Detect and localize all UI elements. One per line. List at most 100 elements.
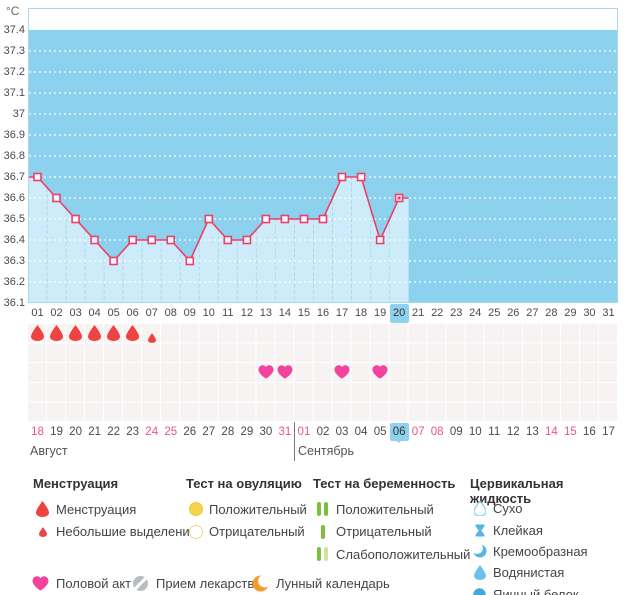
- temp-marker[interactable]: [109, 256, 118, 266]
- legend-item: Кремообразная: [470, 541, 626, 562]
- cycle-day-cell[interactable]: 26: [507, 307, 520, 319]
- date-cell[interactable]: 19: [50, 426, 63, 438]
- cycle-day-cell[interactable]: 10: [202, 307, 215, 319]
- date-cell[interactable]: 07: [411, 426, 425, 438]
- temp-marker[interactable]: [223, 235, 233, 245]
- temp-marker[interactable]: [185, 256, 195, 266]
- date-cell[interactable]: 03: [335, 426, 349, 438]
- month-label-august: Август: [30, 444, 68, 458]
- date-cell[interactable]: 11: [488, 426, 501, 438]
- cycle-day-cell[interactable]: 21: [412, 307, 425, 319]
- date-cell[interactable]: 10: [468, 426, 482, 438]
- cycle-day-cell[interactable]: 24: [469, 307, 482, 319]
- cycle-day-cell[interactable]: 07: [145, 307, 158, 319]
- cycle-day-cell[interactable]: 19: [373, 307, 387, 319]
- temp-marker[interactable]: [261, 214, 271, 224]
- cycle-day-cell[interactable]: 22: [431, 307, 444, 319]
- cycle-day-cell[interactable]: 25: [488, 307, 501, 319]
- date-cell[interactable]: 31: [278, 426, 292, 438]
- date-cell[interactable]: 28: [221, 426, 235, 438]
- temp-marker[interactable]: [147, 235, 156, 245]
- cycle-day-cell[interactable]: 31: [602, 307, 615, 319]
- date-cell[interactable]: 12: [506, 426, 520, 438]
- legend-item-label: Отрицательный: [209, 524, 305, 540]
- y-tick-label: 37.2: [3, 66, 25, 78]
- temp-marker[interactable]: [52, 193, 61, 203]
- temp-marker[interactable]: [71, 214, 80, 224]
- cycle-day-cell[interactable]: 04: [88, 307, 101, 319]
- date-cell[interactable]: 27: [202, 426, 216, 438]
- cycle-day-cell[interactable]: 08: [164, 307, 177, 319]
- temp-marker[interactable]: [375, 235, 385, 245]
- date-cell[interactable]: 14: [544, 426, 558, 438]
- date-cell[interactable]: 29: [240, 426, 254, 438]
- cycle-day-cell[interactable]: 15: [297, 307, 311, 319]
- temp-marker[interactable]: [204, 214, 214, 224]
- menstruation-drop-icon: [88, 325, 102, 346]
- date-cell[interactable]: 23: [126, 426, 140, 438]
- date-cell[interactable]: 08: [430, 426, 444, 438]
- date-cell[interactable]: 04: [354, 426, 368, 438]
- temperature-plot[interactable]: [28, 8, 618, 303]
- date-cell[interactable]: 05: [373, 426, 387, 438]
- cycle-day-cell[interactable]: 05: [107, 307, 120, 319]
- temp-marker[interactable]: [318, 214, 328, 224]
- intercourse-heart-icon: [372, 365, 388, 384]
- date-cell[interactable]: 09: [449, 426, 463, 438]
- cycle-day-cell[interactable]: 18: [354, 307, 368, 319]
- temp-marker[interactable]: [33, 172, 42, 182]
- cycle-day-cell[interactable]: 30: [583, 307, 596, 319]
- temp-marker[interactable]: [128, 235, 137, 245]
- cycle-day-cell[interactable]: 06: [126, 307, 139, 319]
- date-cell[interactable]: 01: [297, 426, 311, 438]
- cycle-day-cell[interactable]: 14: [278, 307, 292, 319]
- circle-yellow-filled-icon: [186, 502, 205, 517]
- legend-item: Прием лекарств: [131, 573, 254, 593]
- tracking-grid[interactable]: [28, 324, 618, 422]
- cycle-day-cell[interactable]: 23: [450, 307, 463, 319]
- date-cell[interactable]: 21: [88, 426, 101, 438]
- date-cell[interactable]: 30: [259, 426, 273, 438]
- legend-item-label: Положительный: [336, 501, 434, 517]
- temp-marker[interactable]: [337, 172, 347, 182]
- cycle-day-cell[interactable]: 09: [183, 307, 196, 319]
- legend-item: Лунный календарь: [251, 573, 390, 593]
- cycle-day-cell[interactable]: 13: [259, 307, 273, 319]
- y-tick-label: 36.7: [3, 171, 25, 183]
- y-tick-label: 36.4: [3, 234, 25, 246]
- temp-marker[interactable]: [299, 214, 309, 224]
- legend-item: Яичный белок: [470, 584, 626, 595]
- date-cell[interactable]: 18: [31, 426, 44, 438]
- cycle-day-cell[interactable]: 03: [69, 307, 82, 319]
- current-date-cell[interactable]: 06: [389, 423, 409, 443]
- cycle-day-cell[interactable]: 02: [50, 307, 63, 319]
- date-cell[interactable]: 17: [602, 426, 615, 438]
- legend-column: Тест на овуляцию Положительный Отрицательн…: [186, 476, 307, 543]
- cycle-day-cell[interactable]: 27: [526, 307, 539, 319]
- date-cell[interactable]: 25: [164, 426, 178, 438]
- cycle-day-cell[interactable]: 01: [31, 307, 44, 319]
- cycle-day-cell[interactable]: 20: [389, 304, 409, 323]
- date-cell[interactable]: 20: [69, 426, 82, 438]
- drop-large-red-icon: [33, 501, 52, 518]
- cycle-day-cell[interactable]: 11: [222, 307, 234, 319]
- cycle-day-cell[interactable]: 17: [335, 307, 349, 319]
- date-cell[interactable]: 24: [145, 426, 159, 438]
- temp-marker[interactable]: [242, 235, 252, 245]
- date-cell[interactable]: 26: [183, 426, 197, 438]
- cycle-day-cell[interactable]: 12: [240, 307, 253, 319]
- cycle-day-cell[interactable]: 28: [545, 307, 558, 319]
- date-cell[interactable]: 02: [316, 426, 330, 438]
- date-cell[interactable]: 16: [583, 426, 596, 438]
- date-cell[interactable]: 13: [525, 426, 539, 438]
- temp-marker[interactable]: [90, 235, 99, 245]
- cycle-day-cell[interactable]: 16: [316, 307, 330, 319]
- temp-marker[interactable]: [166, 235, 175, 245]
- y-tick-label: 37.3: [3, 45, 25, 57]
- date-cell[interactable]: 22: [107, 426, 121, 438]
- temp-marker[interactable]: [280, 214, 290, 224]
- temp-marker[interactable]: [356, 172, 366, 182]
- date-cell[interactable]: 15: [564, 426, 577, 438]
- cycle-day-cell[interactable]: 29: [564, 307, 577, 319]
